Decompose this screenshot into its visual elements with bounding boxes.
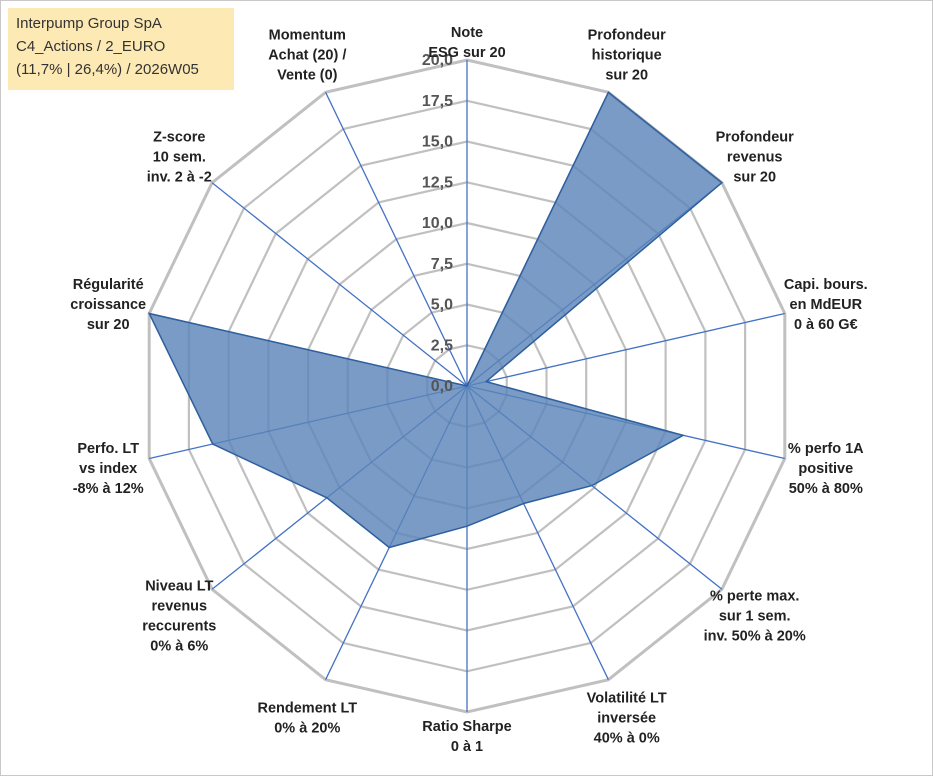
axis-label-line: Régularité bbox=[73, 277, 144, 293]
tick-label: 2,5 bbox=[431, 337, 453, 354]
info-box: Interpump Group SpA C4_Actions / 2_EURO … bbox=[8, 8, 234, 90]
axis-label-line: Note bbox=[451, 25, 483, 41]
axis-label-line: sur 20 bbox=[605, 67, 648, 83]
axis-label-line: Niveau LT bbox=[145, 578, 213, 594]
axis-label-line: vs index bbox=[79, 461, 137, 477]
axis-label: Capi. bours. en MdEUR 0 à 60 G€ bbox=[784, 277, 868, 333]
axis-label-line: 0% à 6% bbox=[150, 638, 208, 654]
axis-label: Note ESG sur 20 bbox=[428, 25, 505, 61]
axis-label-line: 0 à 1 bbox=[451, 739, 483, 755]
axis-label-line: inversée bbox=[597, 711, 656, 727]
axis-label-line: revenus bbox=[151, 598, 207, 614]
radar-series bbox=[147, 91, 724, 549]
axis-label-line: Rendement LT bbox=[257, 701, 357, 717]
axis-label-line: sur 20 bbox=[733, 170, 776, 186]
axis-label-line: inv. 2 à -2 bbox=[147, 170, 212, 186]
portfolio-name: C4_Actions / 2_EURO bbox=[16, 38, 166, 55]
axis-label-line: historique bbox=[592, 47, 662, 63]
axis-label-line: 50% à 80% bbox=[789, 481, 863, 497]
axis-label: Z-score 10 sem. inv. 2 à -2 bbox=[147, 130, 212, 186]
axis-label: Perfo. LT vs index -8% à 12% bbox=[73, 441, 144, 497]
axis-category-labels: Note ESG sur 20 Profondeur historique sur 20… bbox=[70, 25, 867, 755]
axis-label-line: positive bbox=[798, 461, 853, 477]
axis-label: % perte max. sur 1 sem. inv. 50% à 20% bbox=[704, 588, 806, 644]
axis-label-line: Perfo. LT bbox=[77, 441, 139, 457]
period-label: (11,7% | 26,4%) / 2026W05 bbox=[16, 61, 199, 78]
axis-label: Régularité croissance sur 20 bbox=[70, 277, 146, 333]
axis-label-line: Achat (20) / bbox=[268, 47, 346, 63]
series-area bbox=[147, 91, 724, 549]
axis-label-line: 0 à 60 G€ bbox=[794, 317, 858, 333]
axis-spoke bbox=[325, 92, 468, 387]
axis-label-line: Capi. bours. bbox=[784, 277, 868, 293]
tick-label: 5,0 bbox=[431, 297, 453, 314]
axis-label: Rendement LT 0% à 20% bbox=[257, 701, 357, 737]
tick-label: 7,5 bbox=[431, 256, 453, 273]
axis-label: Volatilité LT inversée 40% à 0% bbox=[587, 691, 667, 747]
axis-label-line: reccurents bbox=[142, 618, 216, 634]
tick-label: 12,5 bbox=[422, 174, 453, 191]
tick-label: 15,0 bbox=[422, 134, 453, 151]
axis-spoke bbox=[466, 312, 785, 387]
axis-label-line: 10 sem. bbox=[153, 150, 206, 166]
axis-label-line: sur 20 bbox=[87, 317, 130, 333]
tick-label: 20,0 bbox=[422, 52, 453, 69]
axis-label-line: -8% à 12% bbox=[73, 481, 144, 497]
tick-label: 10,0 bbox=[422, 215, 453, 232]
axis-label-line: revenus bbox=[727, 150, 783, 166]
axis-label: Ratio Sharpe 0 à 1 bbox=[422, 719, 511, 755]
axis-label-line: % perfo 1A bbox=[788, 441, 864, 457]
axis-label: Profondeur revenus sur 20 bbox=[716, 130, 794, 186]
axis-label-line: Z-score bbox=[153, 130, 205, 146]
axis-label-line: 0% à 20% bbox=[274, 721, 340, 737]
axis-spoke bbox=[211, 182, 468, 387]
axis-label-line: inv. 50% à 20% bbox=[704, 628, 806, 644]
axis-label-line: Ratio Sharpe bbox=[422, 719, 511, 735]
axis-label-line: en MdEUR bbox=[790, 297, 863, 313]
axis-label-line: Profondeur bbox=[716, 130, 794, 146]
axis-label: Niveau LT revenus reccurents 0% à 6% bbox=[142, 578, 216, 654]
company-name: Interpump Group SpA bbox=[16, 15, 162, 32]
axis-label-line: Profondeur bbox=[588, 27, 666, 43]
axis-label-line: croissance bbox=[70, 297, 146, 313]
axis-label-line: Momentum bbox=[269, 27, 346, 43]
axis-label: Profondeur historique sur 20 bbox=[588, 27, 666, 83]
radial-tick-labels: 0,0 2,5 5,0 7,5 10,0 12,5 15,0 17,5 20,0 bbox=[422, 52, 453, 395]
axis-label-line: Vente (0) bbox=[277, 67, 338, 83]
axis-label: Momentum Achat (20) / Vente (0) bbox=[268, 27, 346, 83]
tick-label: 0,0 bbox=[431, 378, 453, 395]
axis-label-line: % perte max. bbox=[710, 588, 799, 604]
axis-label: % perfo 1A positive 50% à 80% bbox=[788, 441, 864, 497]
tick-label: 17,5 bbox=[422, 93, 453, 110]
axis-label-line: sur 1 sem. bbox=[719, 608, 791, 624]
axis-label-line: ESG sur 20 bbox=[428, 45, 505, 61]
axis-label-line: Volatilité LT bbox=[587, 691, 667, 707]
axis-label-line: 40% à 0% bbox=[594, 731, 660, 747]
